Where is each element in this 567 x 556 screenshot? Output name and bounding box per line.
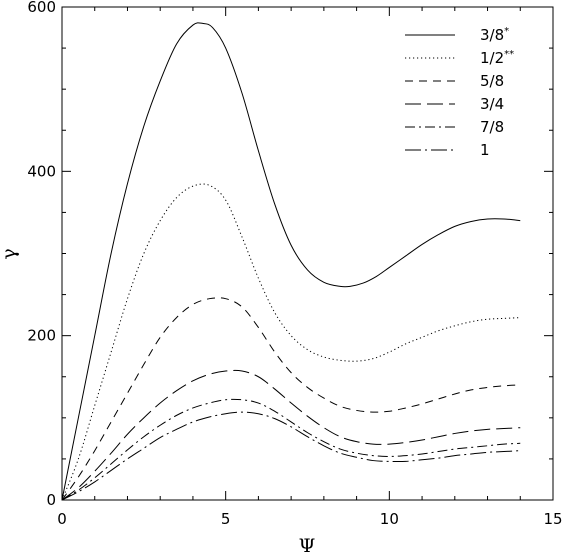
series-line-4: [61, 369, 521, 501]
legend-label-5: 7/8: [480, 118, 504, 136]
y-tick-label: 0: [46, 491, 56, 509]
x-tick-label: 5: [221, 510, 231, 528]
x-axis-label: Ψ: [299, 535, 316, 556]
legend-label-1: 3/8*: [480, 26, 509, 44]
axis-tick-labels: 0 5 10 15 0 200 400 600: [27, 0, 562, 528]
y-axis-label: γ: [0, 248, 20, 259]
legend: 3/8* 1/2** 5/8 3/4 7/8 1: [405, 26, 514, 159]
y-tick-label: 600: [27, 0, 56, 16]
legend-label-4: 3/4: [480, 95, 504, 113]
legend-label-3: 5/8: [480, 72, 504, 90]
legend-label-6: 1: [480, 141, 490, 159]
series-line-5: [61, 398, 521, 501]
series-line-6: [61, 411, 521, 501]
axis-ticks: [61, 6, 554, 501]
y-tick-label: 200: [27, 327, 56, 345]
series-line-3: [61, 297, 521, 501]
series-line-2: [61, 183, 521, 501]
legend-label-2: 1/2**: [480, 49, 514, 67]
y-tick-label: 400: [27, 162, 56, 180]
series-line-1: [61, 22, 521, 501]
legend-label-sup-2: **: [504, 49, 514, 60]
legend-label-sup-1: *: [504, 26, 509, 37]
x-tick-label: 15: [543, 510, 562, 528]
x-tick-label: 0: [57, 510, 67, 528]
series-layer: [61, 22, 521, 501]
x-tick-label: 10: [380, 510, 399, 528]
